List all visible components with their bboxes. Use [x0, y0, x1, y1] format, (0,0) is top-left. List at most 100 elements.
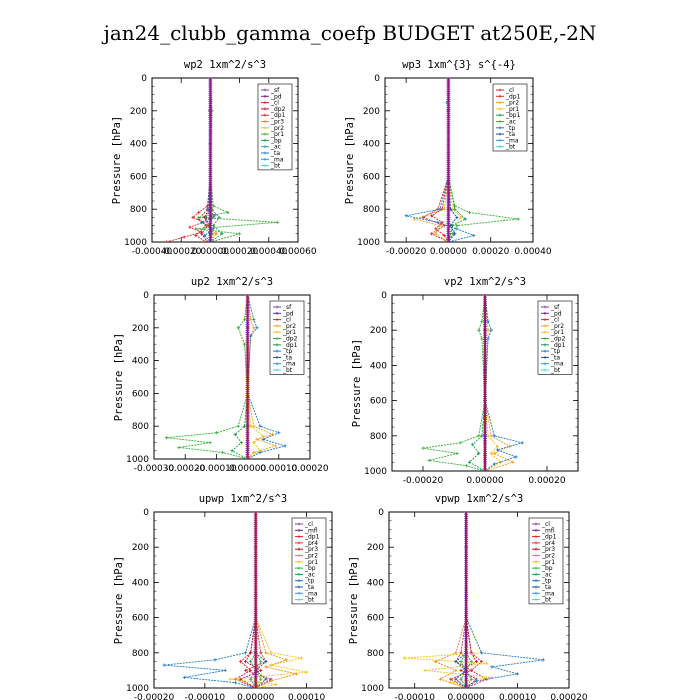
series-markers-ta — [200, 78, 217, 242]
y-tick-label: 1000 — [357, 238, 380, 248]
y-tick-label: 1000 — [126, 684, 149, 694]
y-tick-label: 200 — [363, 107, 380, 117]
y-tick-label: 800 — [132, 649, 149, 659]
legend-label: _pr1 — [270, 131, 284, 138]
x-tick-label: 0.00020 — [221, 247, 258, 257]
legend: _sf_pd_cl_pr2_pr1_dp2_dp1_tp_ta_ma_bt — [537, 300, 573, 375]
legend-marker — [275, 318, 279, 321]
legend-box — [291, 517, 327, 605]
zero-profile-markers — [464, 512, 469, 688]
series-line-tp — [484, 295, 524, 471]
legend-label: _bt — [541, 597, 552, 604]
legend-label: _ta — [304, 584, 314, 591]
legend-marker — [498, 94, 502, 98]
legend-marker — [263, 101, 267, 104]
panel-title: up2 1xm^2/s^3 — [191, 276, 273, 288]
y-axis-label: Pressure [hPa] — [113, 556, 125, 645]
legend-label: _tp — [541, 578, 551, 585]
series-line-dp1 — [422, 78, 449, 242]
legend-marker — [543, 305, 547, 309]
legend-marker — [498, 113, 502, 117]
y-tick-label: 0 — [378, 508, 384, 518]
legend-marker — [275, 330, 279, 334]
y-tick-label: 600 — [130, 172, 147, 182]
x-tick-label: -0.00020 — [161, 247, 202, 257]
legend-marker — [534, 547, 538, 551]
legend-label: _ta — [270, 150, 280, 157]
legend-marker — [543, 343, 547, 347]
legend-marker — [263, 107, 267, 111]
legend-marker — [297, 535, 301, 538]
legend-marker — [543, 330, 547, 334]
legend-label: _dp1 — [270, 112, 286, 119]
y-tick-label: 800 — [370, 432, 387, 442]
series-line-dp2 — [422, 295, 486, 471]
legend-label: _dp1 — [304, 534, 320, 541]
x-tick-label: 0.00010 — [260, 464, 297, 474]
x-tick-label: -0.00020 — [134, 693, 175, 700]
x-tick-label: 0.00000 — [229, 464, 266, 474]
legend-label: _pr2 — [282, 323, 296, 330]
legend-marker — [297, 585, 301, 589]
chart-panel-wp2: wp2 1xm^2/s^3 Pressure [hPa] 0 200 400 600 800… — [111, 59, 317, 257]
legend-box — [257, 83, 293, 171]
legend-marker — [297, 579, 301, 583]
y-tick-label: 600 — [363, 172, 380, 182]
x-tick-label: 0.00010 — [499, 693, 536, 700]
legend: _sf_pd_cl_dp2_dp1_pr3_pr2_pr1_bp_ac_ta_m… — [257, 83, 293, 171]
legend-label: _cl — [270, 100, 279, 107]
legend-label: _tp — [505, 125, 515, 132]
legend-marker — [263, 94, 267, 98]
legend-marker — [275, 356, 279, 359]
legend-label: _ma — [550, 361, 564, 368]
x-tick-label: -0.00030 — [134, 464, 175, 474]
legend-marker — [275, 337, 279, 340]
legend-marker — [534, 560, 538, 564]
y-tick-label: 200 — [132, 324, 149, 334]
legend-marker — [263, 164, 267, 167]
legend-marker — [498, 88, 502, 92]
legend-label: _mfl — [541, 527, 555, 534]
y-tick-label: 400 — [132, 578, 149, 588]
legend-label: _pd — [270, 93, 282, 100]
y-axis-label: Pressure [hPa] — [348, 556, 360, 645]
legend-label: _sf — [282, 304, 292, 311]
series-group — [402, 512, 545, 688]
x-tick-label: -0.00010 — [185, 693, 226, 700]
legend-label: _bt — [505, 144, 516, 151]
legend-label: _ta — [282, 354, 292, 361]
y-tick-label: 800 — [363, 205, 380, 215]
legend-marker — [263, 145, 267, 149]
legend-marker — [263, 132, 267, 136]
legend-label: _bt — [270, 163, 281, 170]
x-tick-label: 0.00020 — [528, 476, 565, 486]
y-tick-label: 0 — [143, 508, 149, 518]
legend-label: _pr2 — [550, 323, 564, 330]
legend-box — [528, 517, 564, 605]
legend-marker — [534, 598, 538, 601]
legend-marker — [543, 318, 547, 321]
zero-profile-markers — [446, 78, 451, 242]
legend-label: _dp2 — [270, 106, 286, 113]
legend-label: _bt — [282, 367, 293, 374]
chart-panel-up2: up2 1xm^2/s^3 Pressure [hPa] 0 200 400 600 800… — [113, 276, 329, 474]
y-tick-label: 800 — [130, 205, 147, 215]
legend-marker — [263, 157, 267, 161]
x-tick-label: 0.00000 — [448, 693, 485, 700]
series-group — [421, 295, 524, 471]
legend-label: _bp — [304, 565, 316, 572]
legend-marker — [263, 88, 267, 92]
legend-label: _pr2 — [505, 100, 519, 107]
legend-marker — [534, 528, 538, 532]
x-tick-label: -0.00020 — [165, 464, 206, 474]
legend-marker — [263, 113, 267, 117]
legend-marker — [297, 528, 301, 532]
legend-label: _pr1 — [282, 329, 296, 336]
series-line-pr2 — [413, 78, 449, 242]
legend-marker — [275, 349, 279, 353]
legend-marker — [297, 547, 301, 551]
x-tick-label: -0.00010 — [196, 464, 237, 474]
legend-marker — [263, 151, 267, 155]
legend-marker — [498, 132, 502, 136]
legend-label: _dp2 — [550, 336, 566, 343]
